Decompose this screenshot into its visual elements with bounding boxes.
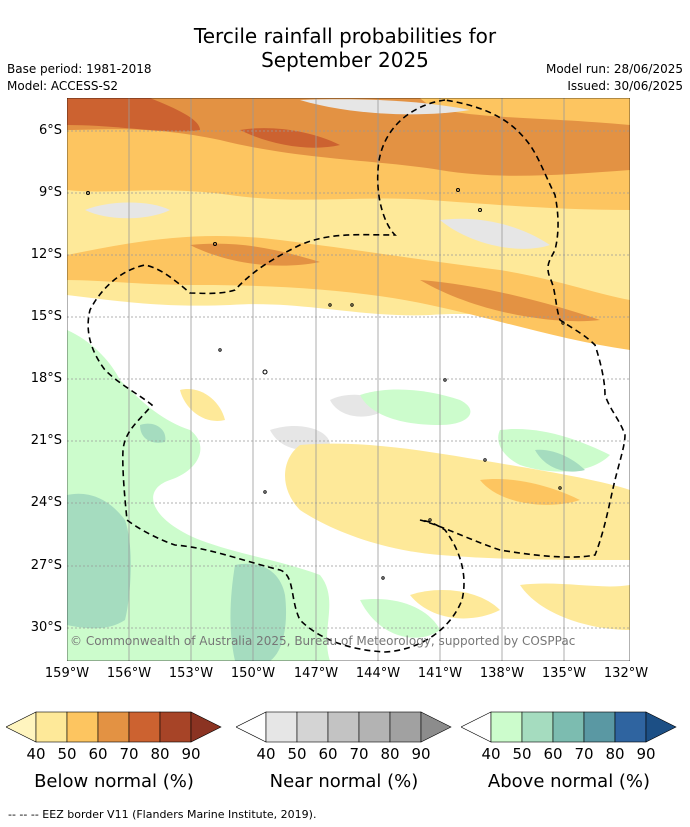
above-50-patch-west — [67, 493, 131, 629]
tick-above-80: 80 — [605, 745, 625, 763]
colorbar-below-title: Below normal (%) — [34, 771, 194, 792]
lon-label-153w: 153°W — [168, 666, 214, 681]
issued-date: Issued: 30/06/2025 — [567, 79, 683, 93]
above-50-patch-south — [230, 563, 287, 661]
tick-near-40: 40 — [256, 745, 276, 763]
below-40-patch-south-3 — [410, 590, 500, 619]
near-40-patch-1 — [85, 202, 170, 219]
near-40-patch-6 — [300, 99, 470, 115]
colorbar-near — [236, 711, 452, 743]
tick-above-70: 70 — [574, 745, 594, 763]
base-period: Base period: 1981-2018 — [7, 62, 152, 76]
islands — [86, 188, 565, 580]
lat-label-12s: 12°S — [30, 247, 62, 262]
lat-label-9s: 9°S — [38, 185, 62, 200]
tick-above-40: 40 — [481, 745, 501, 763]
tick-above-90: 90 — [636, 745, 656, 763]
title-line2: September 2025 — [261, 48, 429, 72]
lon-label-144w: 144°W — [355, 666, 401, 681]
lon-label-150w: 150°W — [230, 666, 276, 681]
lon-label-156w: 156°W — [106, 666, 152, 681]
near-40-patch-5 — [270, 425, 330, 450]
colorbar-below — [6, 711, 222, 743]
lon-label-138w: 138°W — [479, 666, 525, 681]
tick-near-80: 80 — [380, 745, 400, 763]
tick-below-60: 60 — [88, 745, 108, 763]
below-40-patch-south-4 — [520, 583, 630, 630]
lat-label-27s: 27°S — [30, 558, 62, 573]
title-line1: Tercile rainfall probabilities for — [193, 24, 497, 48]
tick-below-50: 50 — [57, 745, 77, 763]
tick-near-70: 70 — [349, 745, 369, 763]
copyright-notice: © Commonwealth of Australia 2025, Bureau… — [70, 634, 576, 648]
below-50-patch-south — [480, 479, 580, 505]
lon-label-147w: 147°W — [293, 666, 339, 681]
lat-label-30s: 30°S — [30, 620, 62, 635]
below-70-patch-north — [67, 98, 340, 148]
colorbar-above-title: Above normal (%) — [487, 771, 651, 792]
lat-label-24s: 24°S — [30, 495, 62, 510]
lat-label-15s: 15°S — [30, 309, 62, 324]
lon-label-141w: 141°W — [417, 666, 463, 681]
colorbar-above — [461, 711, 677, 743]
tick-above-50: 50 — [512, 745, 532, 763]
tick-near-60: 60 — [318, 745, 338, 763]
lat-label-21s: 21°S — [30, 433, 62, 448]
lon-label-135w: 135°W — [541, 666, 587, 681]
below-60-band-mid — [190, 243, 600, 322]
tick-below-70: 70 — [119, 745, 139, 763]
eez-footnote: -- -- -- EEZ border V11 (Flanders Marine… — [8, 808, 317, 821]
tick-below-40: 40 — [26, 745, 46, 763]
tick-near-90: 90 — [411, 745, 431, 763]
grid-lines — [67, 98, 630, 661]
tercile-map — [67, 98, 630, 661]
tick-below-90: 90 — [181, 745, 201, 763]
below-60-band-north — [67, 98, 630, 176]
above-40-region-north — [360, 389, 471, 425]
lat-label-18s: 18°S — [30, 371, 62, 386]
model-name: Model: ACCESS-S2 — [7, 79, 119, 93]
lon-label-132w: 132°W — [603, 666, 649, 681]
below-50-band-mid — [67, 235, 630, 350]
near-40-patch-2 — [440, 218, 550, 249]
model-run: Model run: 28/06/2025 — [545, 62, 683, 76]
lon-label-159w: 159°W — [44, 666, 90, 681]
below-40-patch-south-2 — [285, 443, 630, 560]
tick-above-60: 60 — [543, 745, 563, 763]
tick-near-50: 50 — [287, 745, 307, 763]
lat-label-6s: 6°S — [38, 123, 62, 138]
tick-below-80: 80 — [150, 745, 170, 763]
above-40-region-east — [498, 429, 610, 472]
colorbar-near-title: Near normal (%) — [269, 771, 419, 792]
